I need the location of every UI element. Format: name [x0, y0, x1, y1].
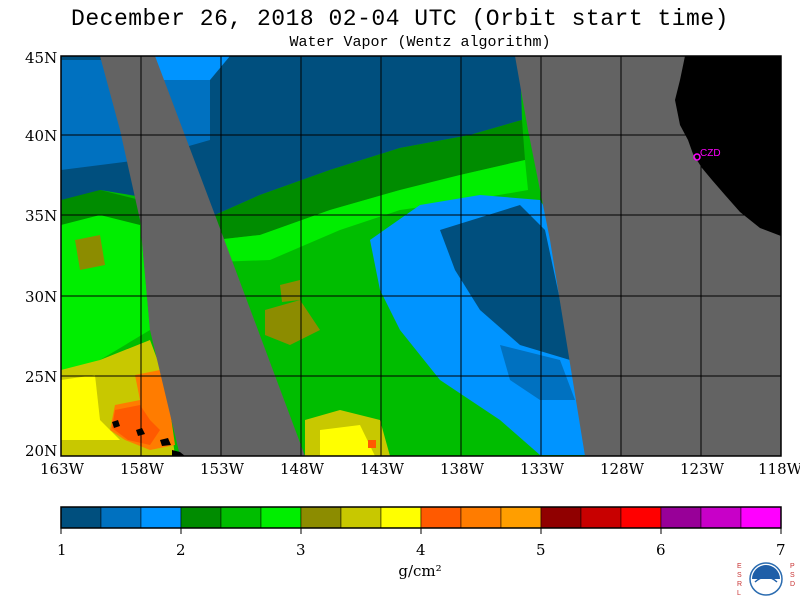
svg-text:P: P: [790, 563, 795, 570]
colorbar-swatch-2: [100, 506, 142, 529]
colorbar-swatch-1: [60, 506, 102, 529]
island-hawaii: [172, 450, 185, 456]
colorbar-tick-5: 5: [536, 541, 546, 559]
olive-patch-1: [265, 300, 320, 345]
lon-label-128w: 128W: [600, 460, 645, 478]
noaa-esrl-psd-logo: E S R L P S D: [737, 562, 795, 597]
colorbar-swatch-10: [420, 506, 462, 529]
svg-text:R: R: [737, 581, 742, 588]
lat-label-35n: 35N: [25, 207, 58, 225]
colorbar-swatch-4: [180, 506, 222, 529]
colorbar-swatch-17: [700, 506, 742, 529]
swath-gap-west: [100, 56, 305, 456]
colorbar-swatch-9: [380, 506, 422, 529]
svg-text:S: S: [737, 572, 742, 579]
colorbar-frame: [60, 506, 782, 529]
dry-region-east-mid: [500, 345, 575, 400]
svg-text:L: L: [737, 590, 741, 597]
lon-label-143w: 143W: [360, 460, 405, 478]
lat-lon-grid: [61, 56, 781, 456]
colorbar-swatch-14: [580, 506, 622, 529]
colorbar-tick-6: 6: [656, 541, 666, 559]
colorbar-swatch-8: [340, 506, 382, 529]
lon-label-123w: 123W: [680, 460, 725, 478]
colorbar-swatch-3: [140, 506, 182, 529]
plot-frame: [60, 55, 782, 457]
colorbar-tick-2: 2: [176, 541, 186, 559]
lon-label-133w: 133W: [520, 460, 565, 478]
svg-text:E: E: [737, 563, 742, 570]
moist-band-west-dark: [61, 190, 140, 225]
island-maui: [160, 438, 171, 446]
map-subtitle: Water Vapor (Wentz algorithm): [289, 34, 551, 51]
moist-band-2: [215, 160, 528, 262]
lon-label-148w: 148W: [280, 460, 325, 478]
colorbar-units: g/cm²: [398, 562, 442, 580]
colorbar-tick-3: 3: [296, 541, 306, 559]
colorbar-swatch-6: [260, 506, 302, 529]
colorbar-tick-1: 1: [57, 541, 67, 559]
svg-text:D: D: [790, 581, 795, 588]
humid-south-bright: [320, 425, 375, 456]
humid-sw-bright: [61, 375, 120, 440]
island-kauai: [112, 420, 120, 428]
colorbar-swatch-7: [300, 506, 342, 529]
blue-streak: [150, 56, 230, 80]
colorbar-swatch-13: [540, 506, 582, 529]
lat-label-25n: 25N: [25, 368, 58, 386]
colorbar-swatch-18: [740, 506, 782, 529]
lat-label-30n: 30N: [25, 288, 58, 306]
olive-patch-2: [75, 235, 105, 270]
lon-label-118w: 118W: [758, 460, 800, 478]
lat-label-40n: 40N: [25, 127, 58, 145]
map-title: December 26, 2018 02-04 UTC (Orbit start…: [71, 6, 729, 32]
humid-sw-red: [112, 405, 160, 445]
moist-band-1: [215, 120, 525, 240]
lon-label-163w: 163W: [40, 460, 85, 478]
lon-label-138w: 138W: [440, 460, 485, 478]
station-label: CZD: [700, 148, 721, 159]
colorbar-swatch-11: [460, 506, 502, 529]
colorbar-tick-4: 4: [416, 541, 426, 559]
lat-label-20n: 20N: [25, 442, 58, 460]
svg-text:S: S: [790, 572, 795, 579]
humid-south-spot: [368, 440, 376, 448]
colorbar-swatch-15: [620, 506, 662, 529]
dry-region-east-dark: [440, 205, 570, 360]
colorbar: [60, 506, 782, 534]
colorbar-tick-7: 7: [776, 541, 786, 559]
station-marker: [693, 153, 701, 161]
lon-label-158w: 158W: [120, 460, 165, 478]
lon-label-153w: 153W: [200, 460, 245, 478]
lat-label-45n: 45N: [25, 49, 58, 67]
colorbar-swatch-16: [660, 506, 702, 529]
colorbar-swatch-12: [500, 506, 542, 529]
plot-area: [61, 56, 781, 456]
colorbar-swatch-5: [220, 506, 262, 529]
